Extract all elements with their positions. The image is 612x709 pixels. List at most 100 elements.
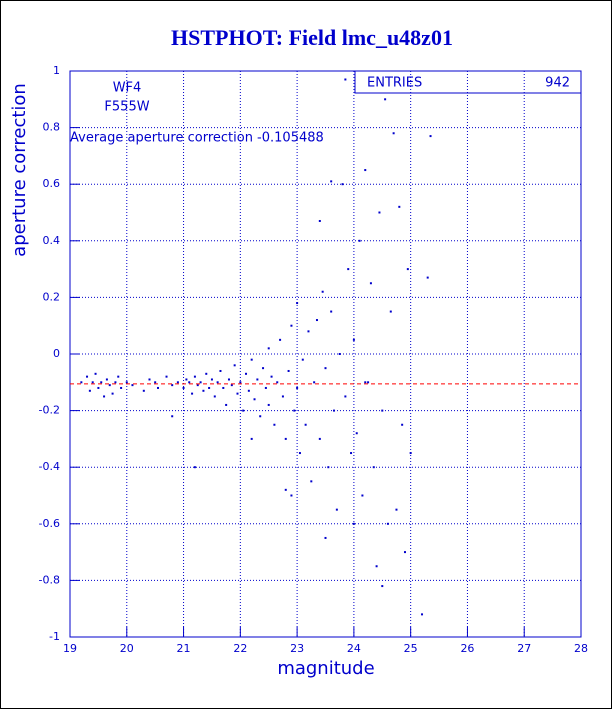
point	[279, 338, 282, 341]
point	[344, 395, 347, 398]
point	[114, 381, 117, 384]
point	[205, 372, 208, 375]
point	[313, 381, 316, 384]
point	[185, 378, 188, 381]
point	[100, 381, 103, 384]
point	[236, 392, 239, 395]
point	[321, 290, 324, 293]
point	[199, 381, 202, 384]
point	[290, 494, 293, 497]
point	[398, 205, 401, 208]
point	[335, 508, 338, 511]
point	[347, 268, 350, 271]
point	[333, 409, 336, 412]
point	[324, 536, 327, 539]
point	[94, 372, 97, 375]
point	[318, 437, 321, 440]
point	[142, 389, 145, 392]
point	[222, 386, 225, 389]
y-tick-label: 1	[53, 64, 60, 77]
point	[105, 378, 108, 381]
point	[233, 364, 236, 367]
point	[88, 389, 91, 392]
x-axis-label: magnitude	[277, 658, 374, 679]
stats-box	[354, 70, 582, 94]
point	[284, 437, 287, 440]
point	[367, 381, 370, 384]
point	[227, 378, 230, 381]
point	[392, 132, 395, 135]
point	[381, 409, 384, 412]
point	[219, 369, 222, 372]
point	[304, 423, 307, 426]
point	[344, 78, 347, 81]
point	[86, 375, 89, 378]
point	[296, 302, 299, 305]
point	[338, 353, 341, 355]
y-tick-label: 0.2	[43, 290, 61, 303]
point	[242, 409, 245, 412]
point	[225, 403, 228, 406]
point	[350, 452, 353, 455]
point	[239, 381, 242, 384]
point	[372, 466, 375, 469]
point	[364, 169, 367, 172]
point	[103, 395, 106, 398]
stats-value: 942	[545, 76, 570, 91]
point	[273, 423, 276, 426]
point	[389, 310, 392, 313]
annotation: Average aperture correction -0.105488	[70, 131, 324, 146]
point	[191, 392, 194, 395]
point	[245, 372, 248, 375]
point	[125, 381, 128, 384]
point	[262, 367, 265, 370]
point	[395, 508, 398, 511]
point	[270, 375, 273, 378]
point	[296, 386, 299, 389]
chart-title: HSTPHOT: Field lmc_u48z01	[171, 25, 453, 50]
point	[267, 347, 270, 350]
point	[361, 494, 364, 497]
point	[216, 381, 219, 384]
annotation: WF4	[113, 81, 142, 96]
point	[315, 319, 318, 322]
point	[301, 358, 304, 361]
point	[108, 384, 111, 387]
point	[117, 375, 120, 378]
point	[284, 488, 287, 491]
x-tick-label: 23	[290, 642, 304, 655]
point	[276, 381, 279, 384]
point	[426, 276, 429, 279]
point	[386, 522, 389, 525]
y-axis-label: aperture correction	[9, 83, 30, 257]
point	[310, 480, 313, 483]
point	[259, 415, 262, 418]
stats-label: ENTRIES	[367, 76, 422, 91]
point	[307, 330, 310, 333]
point	[230, 384, 233, 387]
point	[111, 392, 114, 395]
x-tick-label: 21	[177, 642, 191, 655]
point	[318, 219, 321, 222]
point	[358, 239, 361, 242]
point	[188, 381, 191, 384]
x-tick-label: 19	[63, 642, 77, 655]
point	[290, 324, 293, 327]
point	[341, 183, 344, 186]
point	[281, 395, 284, 398]
point	[213, 395, 216, 398]
y-tick-label: 0.8	[43, 121, 61, 134]
point	[409, 452, 412, 455]
point	[330, 180, 333, 183]
x-tick-label: 28	[574, 642, 588, 655]
point	[298, 452, 301, 455]
point	[384, 98, 387, 101]
y-tick-label: -0.2	[39, 404, 60, 417]
point	[208, 386, 211, 389]
point	[256, 378, 259, 381]
point	[148, 378, 151, 381]
point	[421, 613, 424, 616]
point	[154, 381, 157, 384]
